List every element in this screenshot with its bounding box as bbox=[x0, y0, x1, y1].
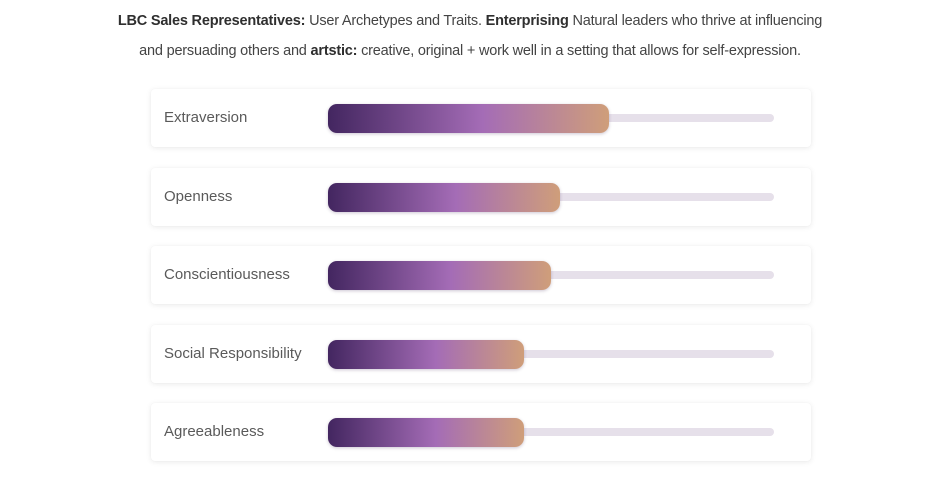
bar-fill-openness bbox=[328, 183, 560, 212]
caption-text: User Archetypes and Traits. bbox=[305, 13, 486, 29]
caption-bold-text: LBC Sales Representatives: bbox=[117, 13, 306, 29]
caption-line-2: and persuading others and artstic: creat… bbox=[0, 36, 940, 66]
trait-label: Openness bbox=[164, 188, 233, 205]
caption-bold-text: artstic: bbox=[310, 43, 358, 59]
trait-card-openness: Openness bbox=[151, 168, 811, 226]
trait-card-extraversion: Extraversion bbox=[151, 89, 811, 147]
bar-track bbox=[328, 271, 774, 279]
chart-caption: LBC Sales Representatives: User Archetyp… bbox=[0, 6, 940, 66]
trait-label: Extraversion bbox=[164, 109, 248, 126]
caption-text: creative, original + work well in a sett… bbox=[357, 43, 801, 59]
caption-line-1: LBC Sales Representatives: User Archetyp… bbox=[0, 6, 940, 36]
caption-text: Natural leaders who thrive at influencin… bbox=[568, 13, 823, 29]
caption-text: and persuading others and bbox=[139, 43, 311, 59]
trait-label: Social Responsibility bbox=[164, 345, 302, 362]
caption-bold-text: Enterprising bbox=[485, 13, 569, 29]
trait-card-social-responsibility: Social Responsibility bbox=[151, 325, 811, 383]
bar-fill-conscientiousness bbox=[328, 261, 551, 290]
trait-card-agreeableness: Agreeableness bbox=[151, 403, 811, 461]
trait-label: Agreeableness bbox=[164, 423, 265, 440]
trait-label: Conscientiousness bbox=[164, 266, 290, 283]
bar-fill-agreeableness bbox=[328, 418, 524, 447]
bar-fill-social-responsibility bbox=[328, 340, 524, 369]
bar-track bbox=[328, 350, 774, 358]
trait-card-conscientiousness: Conscientiousness bbox=[151, 246, 811, 304]
bar-track bbox=[328, 428, 774, 436]
bar-fill-extraversion bbox=[328, 104, 609, 133]
